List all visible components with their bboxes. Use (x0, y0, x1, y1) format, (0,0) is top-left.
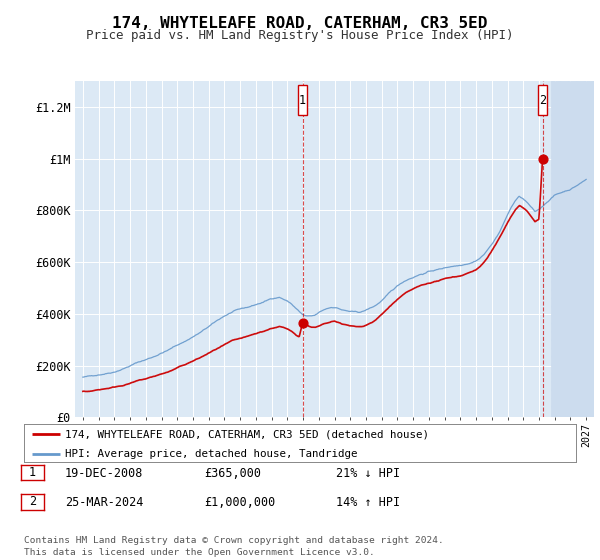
Text: 2: 2 (539, 94, 546, 106)
Text: 2: 2 (29, 495, 36, 508)
Text: 174, WHYTELEAFE ROAD, CATERHAM, CR3 5ED (detached house): 174, WHYTELEAFE ROAD, CATERHAM, CR3 5ED … (65, 429, 430, 439)
FancyBboxPatch shape (298, 85, 307, 115)
Text: 1: 1 (29, 466, 36, 479)
Text: Contains HM Land Registry data © Crown copyright and database right 2024.
This d: Contains HM Land Registry data © Crown c… (24, 536, 444, 557)
Text: £365,000: £365,000 (204, 466, 261, 480)
Text: Price paid vs. HM Land Registry's House Price Index (HPI): Price paid vs. HM Land Registry's House … (86, 29, 514, 42)
Point (538, 154, 547, 163)
Text: HPI: Average price, detached house, Tandridge: HPI: Average price, detached house, Tand… (65, 449, 358, 459)
Text: 174, WHYTELEAFE ROAD, CATERHAM, CR3 5ED: 174, WHYTELEAFE ROAD, CATERHAM, CR3 5ED (112, 16, 488, 31)
Text: 21% ↓ HPI: 21% ↓ HPI (336, 466, 400, 480)
Text: 25-MAR-2024: 25-MAR-2024 (65, 496, 143, 509)
Bar (551, 81, 594, 417)
Text: £1,000,000: £1,000,000 (204, 496, 275, 509)
Text: 1: 1 (299, 94, 306, 106)
Text: 19-DEC-2008: 19-DEC-2008 (65, 466, 143, 480)
Point (298, 319, 307, 328)
Text: 14% ↑ HPI: 14% ↑ HPI (336, 496, 400, 509)
FancyBboxPatch shape (538, 85, 547, 115)
